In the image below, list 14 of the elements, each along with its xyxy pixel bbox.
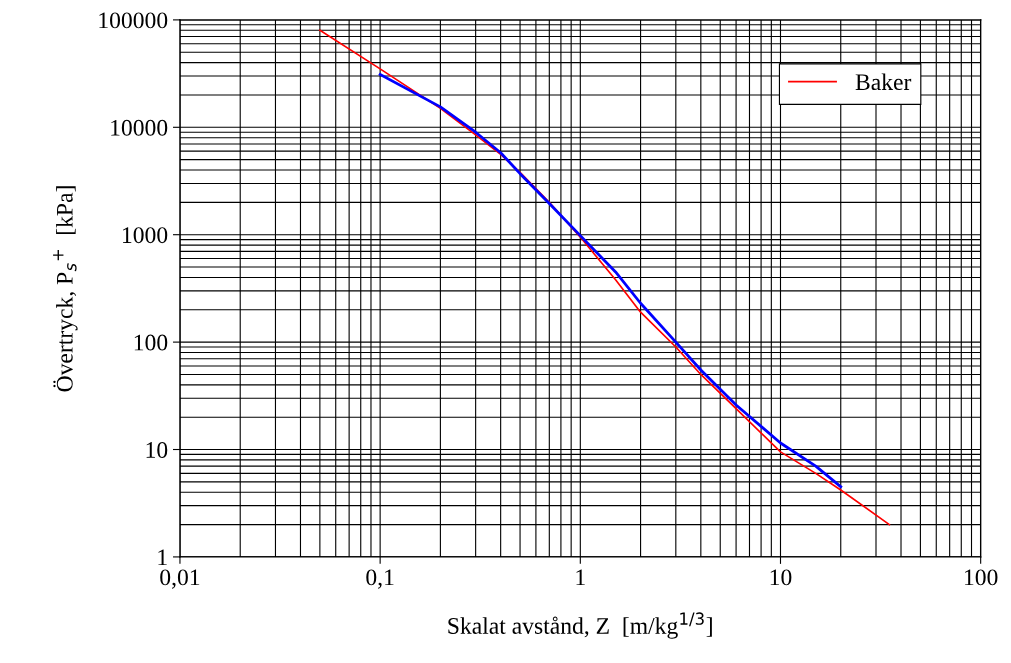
y-tick-label: 1000 [123, 227, 168, 244]
x-tick-label: 1 [576, 569, 585, 586]
y-tick-label: 10 [146, 442, 168, 458]
x-tick-label: 0,1 [366, 569, 394, 589]
y-tick-label: 100 [134, 334, 168, 351]
y-tick-label: 10000 [111, 119, 168, 136]
y-tick-label: 100000 [99, 12, 168, 29]
x-tick-label: 100 [965, 569, 998, 586]
y-axis-title: Övertryck, P$_{s}$$^{+}$ [kPa] [53, 186, 78, 392]
y-tick-label: 1 [158, 549, 167, 566]
legend-label: Baker [855, 73, 912, 91]
x-tick-label: 0,01 [160, 569, 200, 589]
x-tick-label: 10 [770, 569, 792, 586]
x-axis-title: Skalat avstånd, Z [m/kg$^{1/3}$] [448, 612, 712, 639]
